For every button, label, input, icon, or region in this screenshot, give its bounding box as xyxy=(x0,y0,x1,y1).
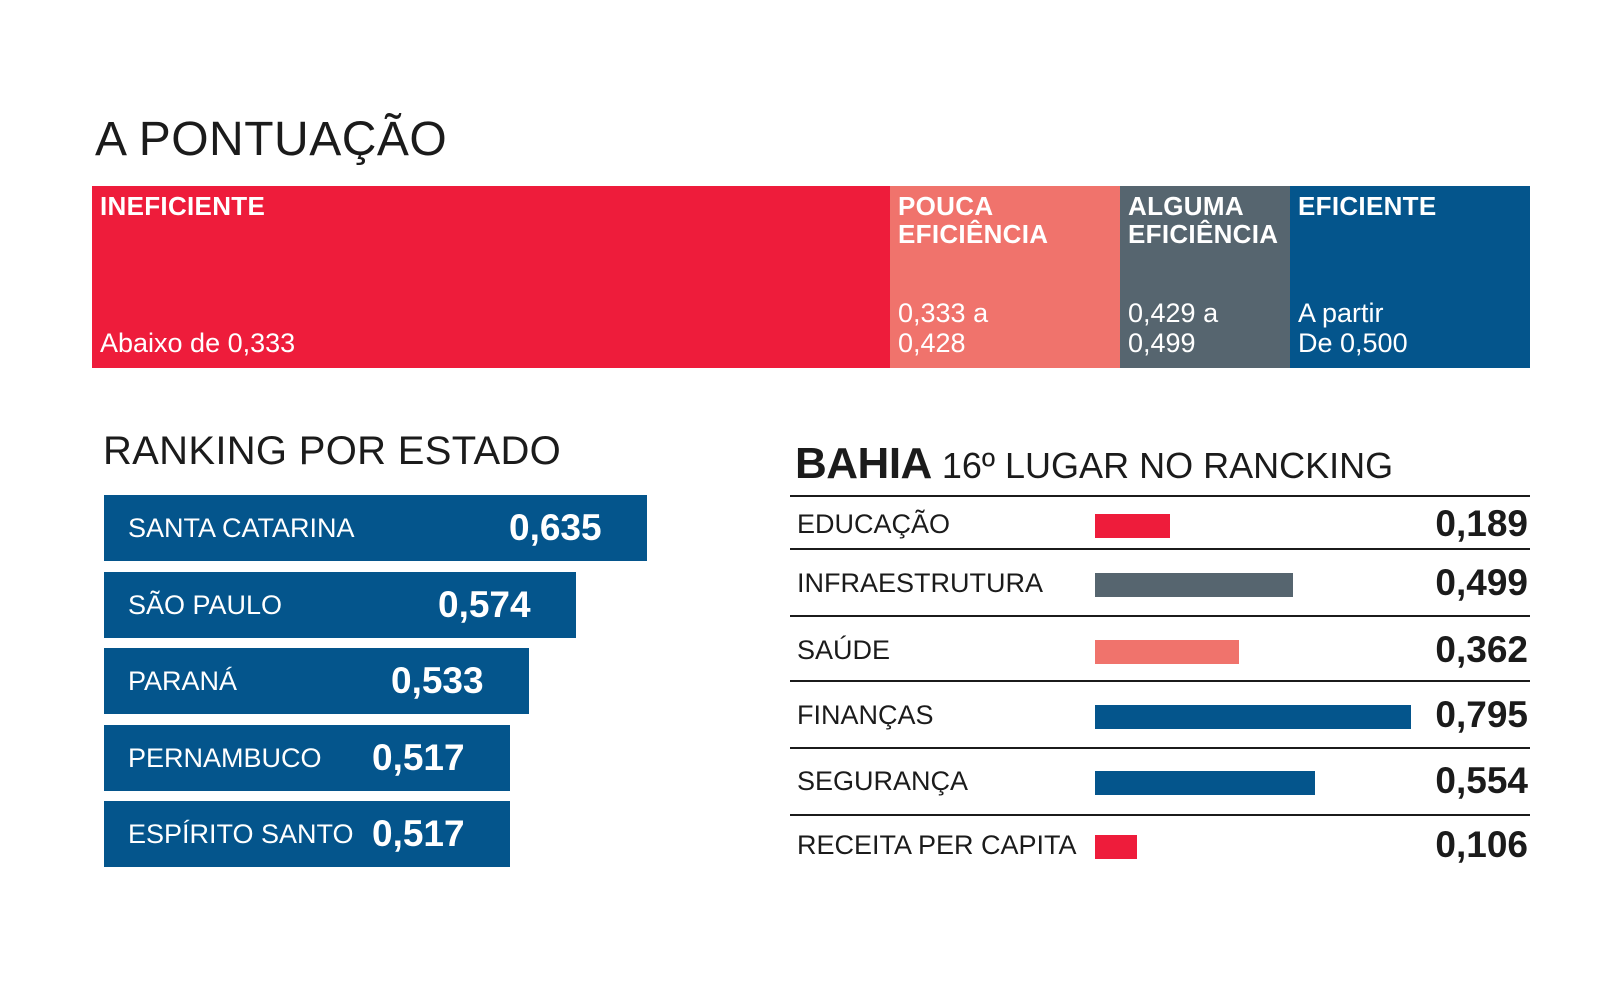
ranking-bar: ESPÍRITO SANTO 0,517 xyxy=(104,801,510,867)
ranking-value-label: 0,635 xyxy=(509,507,602,548)
indicator-value-label: 0,189 xyxy=(1435,503,1528,544)
scale-range: 0,429 a 0,499 xyxy=(1128,298,1219,358)
scale-segment-alguma-eficiencia: ALGUMA EFICIÊNCIA 0,429 a 0,499 xyxy=(1120,186,1290,368)
bahia-title: BAHIA 16º LUGAR NO RANCKING xyxy=(795,440,1393,490)
scale-segment-ineficiente: INEFICIENTE Abaixo de 0,333 xyxy=(92,186,890,368)
ranking-state-label: SANTA CATARINA xyxy=(128,513,355,543)
row-divider xyxy=(790,615,1530,617)
score-scale-title: A PONTUAÇÃO xyxy=(95,113,448,166)
scale-label: ALGUMA EFICIÊNCIA xyxy=(1128,191,1279,249)
scale-range: 0,333 a 0,428 xyxy=(898,298,989,358)
ranking-title: RANKING POR ESTADO xyxy=(103,429,562,473)
scale-label: INEFICIENTE xyxy=(100,191,266,221)
ranking-bar: SANTA CATARINA 0,635 xyxy=(104,495,647,561)
indicator-label: SAÚDE xyxy=(797,635,891,665)
ranking-value-label: 0,574 xyxy=(438,584,531,625)
row-divider xyxy=(790,680,1530,682)
ranking-value-label: 0,517 xyxy=(372,813,465,854)
ranking-value-label: 0,533 xyxy=(391,660,484,701)
indicator-bar xyxy=(1095,835,1137,859)
indicator-label: FINANÇAS xyxy=(797,700,934,730)
indicator-value-label: 0,362 xyxy=(1435,629,1528,670)
scale-label: POUCA EFICIÊNCIA xyxy=(898,191,1049,249)
indicator-bar xyxy=(1095,640,1239,664)
row-divider xyxy=(790,495,1530,497)
row-divider xyxy=(790,747,1530,749)
ranking-value-label: 0,517 xyxy=(372,737,465,778)
indicator-bar xyxy=(1095,573,1293,597)
ranking-state-label: SÃO PAULO xyxy=(128,590,283,620)
indicator-label: EDUCAÇÃO xyxy=(797,509,951,539)
scale-range: Abaixo de 0,333 xyxy=(100,328,296,358)
scale-range: A partir De 0,500 xyxy=(1298,298,1408,358)
indicator-bar xyxy=(1095,771,1315,795)
indicator-label: RECEITA PER CAPITA xyxy=(797,830,1077,860)
ranking-bar: SÃO PAULO 0,574 xyxy=(104,572,576,638)
bahia-rank-subtitle: 16º LUGAR NO RANCKING xyxy=(941,445,1394,486)
score-scale: INEFICIENTE Abaixo de 0,333 POUCA EFICIÊ… xyxy=(92,186,1530,368)
indicator-value-label: 0,795 xyxy=(1435,694,1528,735)
scale-segment-pouca-eficiencia: POUCA EFICIÊNCIA 0,333 a 0,428 xyxy=(890,186,1120,368)
ranking-state-label: ESPÍRITO SANTO xyxy=(128,819,354,849)
bahia-state-name: BAHIA xyxy=(795,439,932,488)
indicator-label: SEGURANÇA xyxy=(797,766,969,796)
scale-label: EFICIENTE xyxy=(1298,191,1437,221)
indicator-label: INFRAESTRUTURA xyxy=(797,568,1044,598)
ranking-bar: PARANÁ 0,533 xyxy=(104,648,529,714)
ranking-bar: PERNAMBUCO 0,517 xyxy=(104,725,510,791)
indicator-bar xyxy=(1095,514,1170,538)
ranking-state-label: PERNAMBUCO xyxy=(128,743,322,773)
scale-segment-eficiente: EFICIENTE A partir De 0,500 xyxy=(1290,186,1530,368)
indicator-value-label: 0,554 xyxy=(1435,760,1528,801)
row-divider xyxy=(790,814,1530,816)
ranking-state-label: PARANÁ xyxy=(128,666,238,696)
indicator-value-label: 0,106 xyxy=(1435,824,1528,865)
row-divider xyxy=(790,548,1530,550)
indicator-value-label: 0,499 xyxy=(1435,562,1528,603)
indicator-bar xyxy=(1095,705,1411,729)
